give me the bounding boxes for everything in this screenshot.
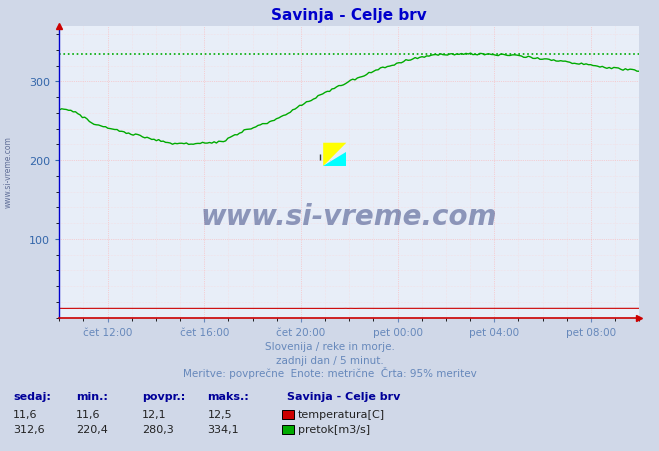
Text: min.:: min.: [76, 391, 107, 401]
Text: 12,5: 12,5 [208, 409, 232, 419]
Text: 334,1: 334,1 [208, 424, 239, 434]
Text: 312,6: 312,6 [13, 424, 45, 434]
Text: Savinja - Celje brv: Savinja - Celje brv [287, 391, 400, 401]
Text: www.si-vreme.com: www.si-vreme.com [4, 135, 13, 207]
Text: maks.:: maks.: [208, 391, 249, 401]
Text: 11,6: 11,6 [76, 409, 100, 419]
Text: sedaj:: sedaj: [13, 391, 51, 401]
Text: 280,3: 280,3 [142, 424, 173, 434]
Text: temperatura[C]: temperatura[C] [298, 409, 385, 419]
Title: Savinja - Celje brv: Savinja - Celje brv [272, 8, 427, 23]
Polygon shape [323, 143, 347, 167]
Text: 11,6: 11,6 [13, 409, 38, 419]
Polygon shape [323, 153, 347, 167]
Text: 12,1: 12,1 [142, 409, 166, 419]
Text: povpr.:: povpr.: [142, 391, 185, 401]
Text: zadnji dan / 5 minut.: zadnji dan / 5 minut. [275, 355, 384, 365]
Polygon shape [323, 153, 347, 167]
Text: 220,4: 220,4 [76, 424, 107, 434]
Text: www.si-vreme.com: www.si-vreme.com [201, 202, 498, 230]
Text: pretok[m3/s]: pretok[m3/s] [298, 424, 370, 434]
Text: Slovenija / reke in morje.: Slovenija / reke in morje. [264, 341, 395, 351]
Text: Meritve: povprečne  Enote: metrične  Črta: 95% meritev: Meritve: povprečne Enote: metrične Črta:… [183, 367, 476, 378]
